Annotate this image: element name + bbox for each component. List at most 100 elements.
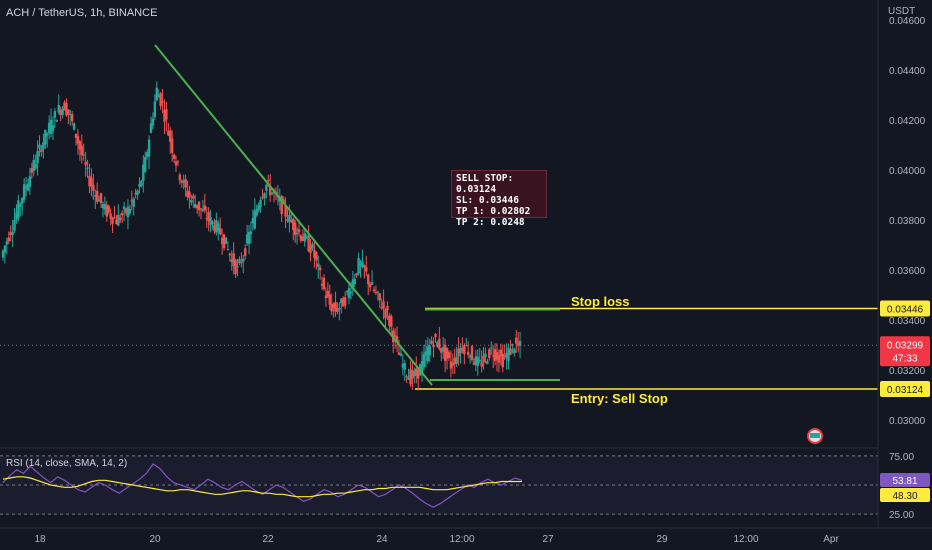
entry-badge-bg xyxy=(880,381,930,397)
candle-body xyxy=(230,259,233,263)
candle-body xyxy=(340,298,343,304)
candle-body xyxy=(270,192,274,194)
candle-body xyxy=(194,204,197,208)
candle-body xyxy=(61,108,64,115)
candle-body xyxy=(95,190,99,202)
candle-body xyxy=(242,258,245,262)
candle-body xyxy=(59,110,62,116)
candle-body xyxy=(451,363,454,366)
candle-body xyxy=(257,205,260,211)
candle-body xyxy=(26,184,30,191)
candle-body xyxy=(253,210,257,229)
candle-body xyxy=(501,353,504,368)
trade-note[interactable]: SELL STOP: 0.03124 SL: 0.03446 TP 1: 0.0… xyxy=(451,170,547,228)
candle-body xyxy=(478,360,481,362)
candle-body xyxy=(38,144,41,149)
candle-body xyxy=(267,179,270,181)
candle-body xyxy=(159,93,162,107)
candle-body xyxy=(305,236,308,238)
candle-body xyxy=(390,315,393,327)
candle-body xyxy=(126,206,130,218)
candle-body xyxy=(482,355,485,363)
current-price-badge: 0.03299 xyxy=(887,340,924,351)
candle-body xyxy=(30,168,34,173)
candle-body xyxy=(34,163,37,169)
candle-body xyxy=(365,267,368,272)
candle-body xyxy=(163,109,166,122)
candle-body xyxy=(90,177,93,187)
candle-body xyxy=(438,338,441,349)
stop-loss-badge-bg xyxy=(880,300,930,317)
candle-body xyxy=(11,231,14,235)
drawings xyxy=(154,44,823,444)
candle-body xyxy=(349,291,353,294)
candle-body xyxy=(299,235,303,241)
candle-body xyxy=(180,180,183,183)
candle-body xyxy=(355,273,358,276)
y-tick-label: 0.03400 xyxy=(889,316,926,327)
candle-body xyxy=(309,246,312,254)
candle-body xyxy=(282,199,285,203)
candle-body xyxy=(455,356,458,364)
stop-loss-label: Stop loss xyxy=(571,294,630,309)
note-line-entry: SELL STOP: 0.03124 xyxy=(456,173,514,195)
rsi-tick-25: 25.00 xyxy=(889,510,914,521)
rsi-value-badge: 53.81 xyxy=(892,476,917,487)
y-tick-label: 0.04400 xyxy=(889,66,926,77)
candle-body xyxy=(393,335,397,337)
candle-body xyxy=(130,200,133,202)
candle-body xyxy=(382,301,385,309)
rsi-sma-badge: 48.30 xyxy=(892,491,917,502)
current-price-badge-bg xyxy=(880,336,930,367)
candle-body xyxy=(197,201,201,211)
event-flag-icon-inner xyxy=(810,433,820,438)
candle-body xyxy=(9,232,12,236)
candle-body xyxy=(465,345,468,347)
candle-body xyxy=(124,208,128,213)
candle-body xyxy=(157,95,160,98)
candle-body xyxy=(322,277,326,289)
candle-body xyxy=(284,205,287,217)
candle-body xyxy=(480,362,483,367)
candle-body xyxy=(51,125,55,132)
candle-body xyxy=(426,346,430,362)
candle-body xyxy=(122,206,126,210)
candle-body xyxy=(28,176,32,187)
x-tick-label: 20 xyxy=(149,534,161,545)
candle-body xyxy=(445,347,449,359)
candle-body xyxy=(288,214,291,223)
candle-body xyxy=(232,253,235,267)
candle-body xyxy=(343,297,347,306)
candle-body xyxy=(332,303,335,308)
candle-body xyxy=(5,241,9,245)
candle-body xyxy=(76,135,80,144)
candle-body xyxy=(57,105,60,113)
y-tick-label: 0.03600 xyxy=(889,266,926,277)
rsi-sma-line xyxy=(2,476,522,498)
candle-body xyxy=(303,233,306,242)
candle-body xyxy=(345,291,349,293)
stop-loss-badge: 0.03446 xyxy=(887,305,924,316)
candle-body xyxy=(376,291,380,293)
rsi-line xyxy=(2,463,523,508)
candle-body xyxy=(97,199,101,202)
candle-body xyxy=(3,245,7,253)
candle-body xyxy=(511,343,514,346)
candle-body xyxy=(424,351,428,356)
note-line-tp1: TP 1: 0.02802 xyxy=(456,206,531,217)
candle-body xyxy=(386,306,389,311)
candle-body xyxy=(21,198,24,204)
candle-body xyxy=(144,157,147,172)
x-tick-label: Apr xyxy=(823,534,839,545)
entry-badge: 0.03124 xyxy=(887,385,924,396)
rsi-tick-75: 75.00 xyxy=(889,452,914,463)
candle-body xyxy=(488,349,491,359)
candle-body xyxy=(117,214,120,226)
x-tick-label: 29 xyxy=(656,534,668,545)
candles xyxy=(1,81,522,391)
candle-body xyxy=(263,193,266,199)
candle-body xyxy=(405,376,408,378)
candle-body xyxy=(509,348,512,355)
